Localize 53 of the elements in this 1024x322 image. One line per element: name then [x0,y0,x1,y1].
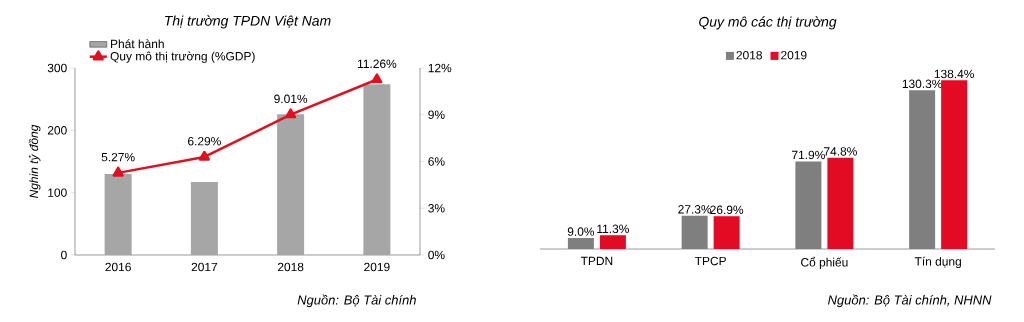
y2-tick-label: 0% [428,250,445,260]
chart-title: Quy mô các thị trường [699,16,837,30]
x-tick-label: 2016 [105,262,131,272]
bar [599,235,626,249]
data-label: 71.9% [792,150,825,160]
y-tick-label: 0 [61,250,67,260]
bar [713,216,740,249]
y2-tick-label: 6% [428,157,445,166]
data-label: 9.01% [274,94,308,104]
data-label: 11.26% [357,59,397,68]
legend-label: 2018 [736,50,762,60]
y-tick-label: 300 [47,63,67,73]
x-tick-label: Cổ phiếu [801,256,848,269]
x-tick-label: TPCP [694,256,726,266]
bar [827,157,854,249]
data-label: 138.4% [934,69,974,79]
x-tick-label: TPDN [580,256,613,265]
text: Nguồn: Bộ Tài chính [297,294,416,308]
data-label: 26.9% [710,205,744,215]
y2-tick-label: 3% [428,204,445,213]
x-tick-label: 2019 [364,262,390,272]
y2-tick-label: 12% [428,63,452,73]
data-label: 27.3% [678,205,712,214]
bar [363,84,391,255]
text: Nguồn: Bộ Tài chính, NHNN [828,294,992,308]
bar [277,114,305,255]
data-label: 6.29% [188,137,221,146]
x-tick-label: 2018 [277,262,304,272]
bar [681,215,708,249]
point [371,73,383,84]
data-label: 5.27% [101,152,135,162]
x-tick-label: Tín dụng [914,256,961,269]
data-label: 9.0% [567,227,595,236]
y-axis-title: Nghin tỷ đồng [28,124,41,199]
point [285,108,297,119]
data-label: 74.8% [824,147,857,156]
bar [190,182,218,255]
legend-label: Phát hành [111,39,164,49]
point [198,150,210,161]
y-tick-label: 200 [47,126,67,135]
bar [941,80,968,249]
point [112,166,124,177]
y-tick-label: 100 [48,188,67,197]
chart-title: Thị trường TPDN Việt Nam [165,15,331,29]
data-label: 11.3% [597,224,629,234]
x-tick-label: 2017 [191,262,218,272]
bar [567,238,594,249]
legend-label: Quy mô thị trường (%GDP) [110,51,255,63]
bar [795,161,822,249]
bar [909,90,936,249]
bar [104,173,132,255]
y2-tick-label: 9% [428,110,445,119]
legend-label: 2019 [781,50,807,60]
